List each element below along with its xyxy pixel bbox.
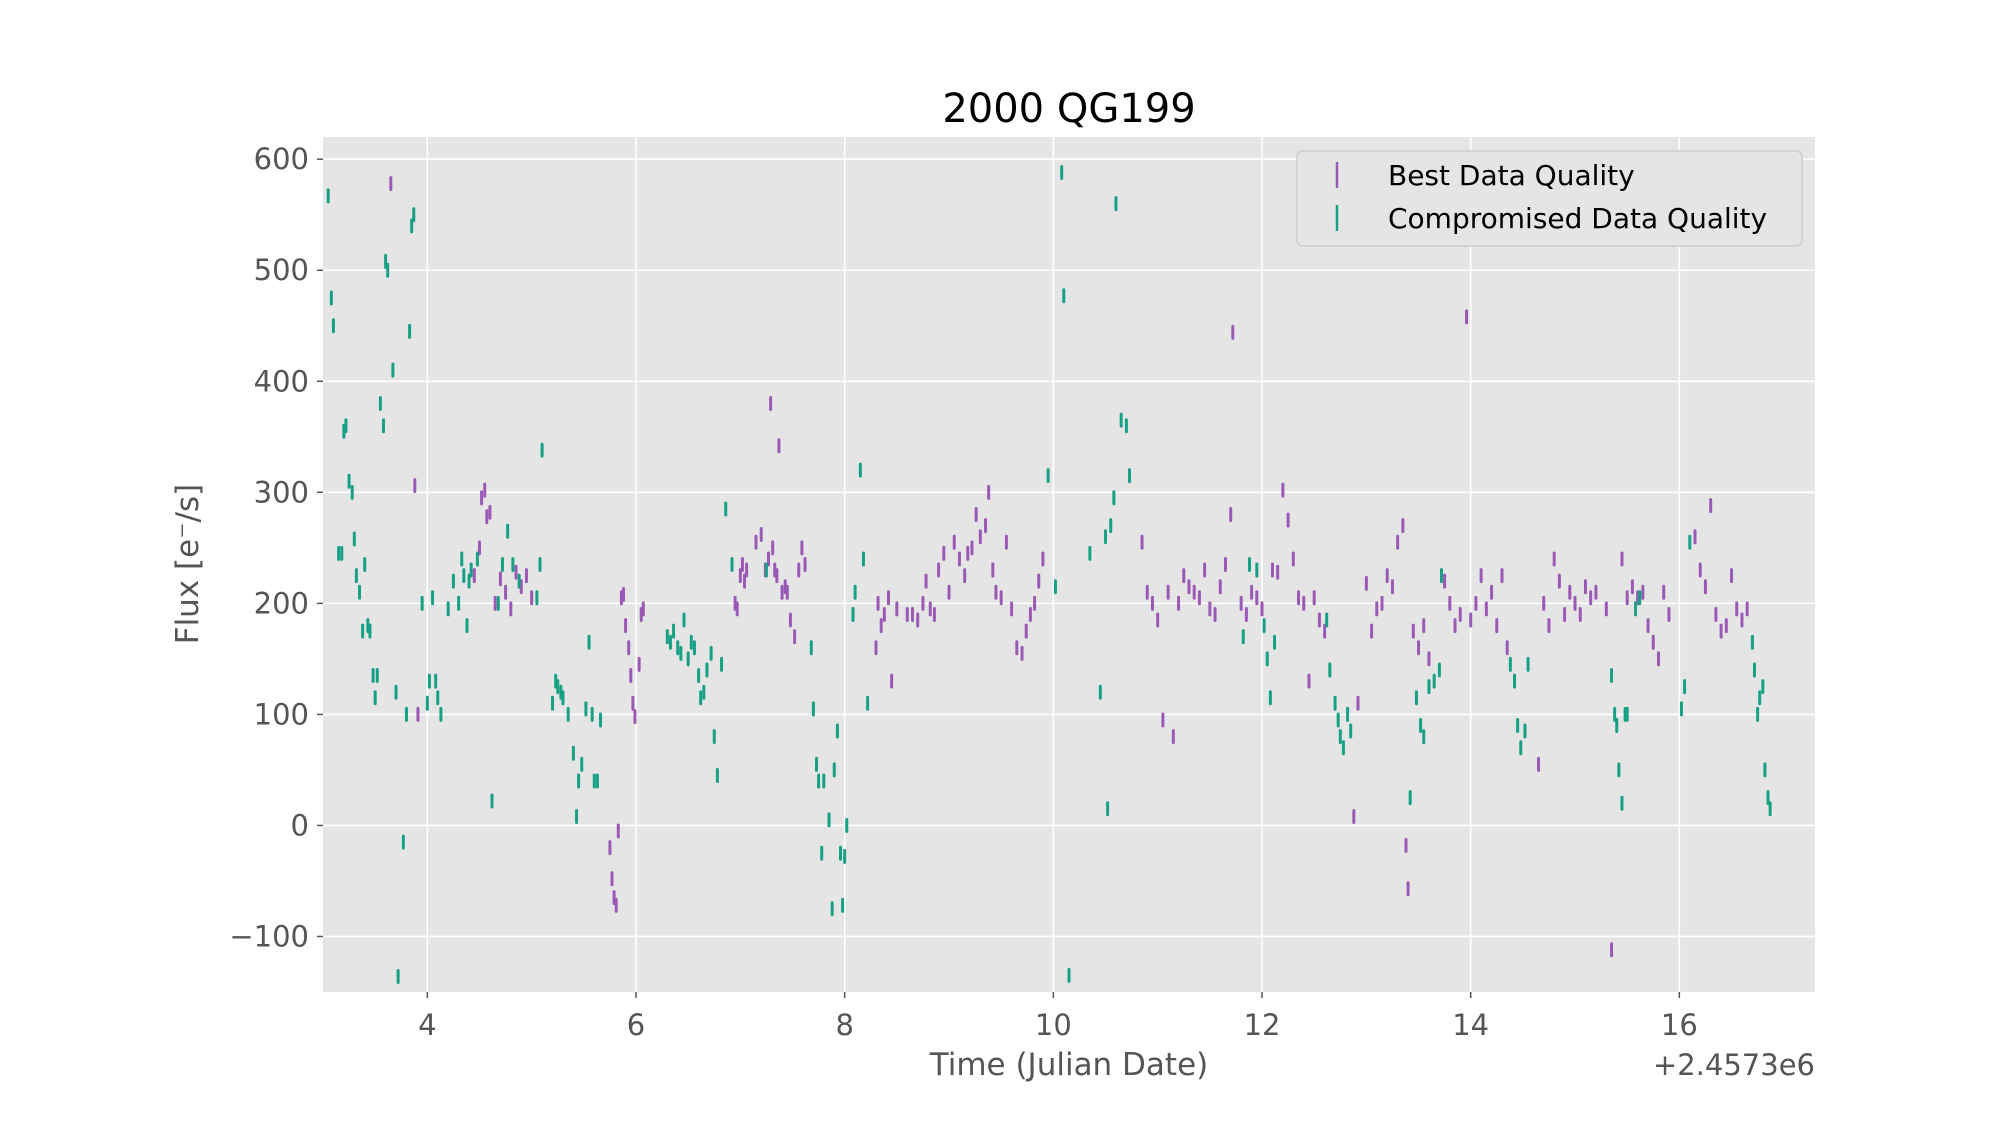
x-tick-label: 16 bbox=[1661, 1008, 1698, 1042]
y-tick-label: 100 bbox=[254, 697, 309, 731]
x-offset-label: +2.4573e6 bbox=[1653, 1048, 1815, 1082]
y-tick-label: 300 bbox=[254, 475, 309, 509]
y-tick-label: 500 bbox=[254, 253, 309, 287]
legend: Best Data Quality Compromised Data Quali… bbox=[1296, 150, 1803, 247]
legend-box bbox=[1296, 150, 1803, 247]
y-tick-label: 200 bbox=[254, 586, 309, 620]
x-axis-label: Time (Julian Date) bbox=[929, 1047, 1209, 1083]
y-axis-label: Flux [e⁻/s] bbox=[170, 484, 206, 645]
plot-background bbox=[323, 137, 1815, 992]
series-best-data-quality bbox=[389, 176, 1749, 958]
x-tick-label: 14 bbox=[1452, 1008, 1489, 1042]
series-layer bbox=[326, 165, 1772, 984]
y-axis-ticks: −100 0 100 200 300 400 500 600 bbox=[229, 142, 323, 953]
x-tick-label: 8 bbox=[835, 1008, 853, 1042]
x-tick-label: 6 bbox=[627, 1008, 645, 1042]
x-tick-label: 4 bbox=[418, 1008, 436, 1042]
y-tick-label: 600 bbox=[254, 142, 309, 176]
y-tick-label: 400 bbox=[254, 364, 309, 398]
series-compromised-data-quality bbox=[326, 165, 1772, 984]
legend-label-compromised: Compromised Data Quality bbox=[1388, 202, 1767, 235]
grid-lines bbox=[323, 137, 1815, 992]
x-tick-label: 12 bbox=[1244, 1008, 1281, 1042]
x-axis-ticks: 4 6 8 10 12 14 16 bbox=[418, 992, 1698, 1042]
legend-label-best: Best Data Quality bbox=[1388, 159, 1635, 192]
y-tick-label: −100 bbox=[229, 919, 309, 953]
y-tick-label: 0 bbox=[291, 808, 309, 842]
x-tick-label: 10 bbox=[1035, 1008, 1072, 1042]
chart-title: 2000 QG199 bbox=[942, 86, 1195, 132]
